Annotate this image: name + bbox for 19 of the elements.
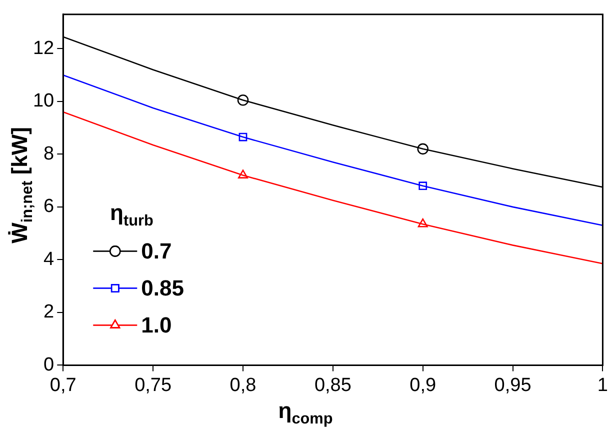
- x-tick-label: 0,7: [50, 374, 76, 396]
- y-tick-label: 8: [44, 143, 54, 164]
- y-tick-label: 10: [32, 90, 54, 112]
- y-tick-label: 2: [44, 302, 54, 323]
- y-tick-label: 6: [44, 196, 54, 218]
- x-tick-label: 0,85: [314, 374, 352, 396]
- legend-title: η$_{turb}$: [110, 200, 154, 230]
- y-tick-label: 0: [44, 354, 54, 376]
- x-tick-label: 0,8: [230, 374, 256, 396]
- x-axis-title: η$_{comp}$: [277, 398, 334, 428]
- legend-label: 0.7: [141, 238, 172, 264]
- y-tick-label: 4: [44, 248, 55, 270]
- y-tick-label: 12: [32, 38, 54, 59]
- x-tick-label: 0,9: [410, 374, 436, 396]
- x-tick-label: 0,75: [134, 374, 172, 396]
- x-tick-label: 1: [597, 374, 608, 396]
- legend-label: 0.85: [141, 275, 184, 300]
- legend-label: 1.0: [141, 312, 172, 338]
- x-tick-label: 0,95: [494, 374, 532, 396]
